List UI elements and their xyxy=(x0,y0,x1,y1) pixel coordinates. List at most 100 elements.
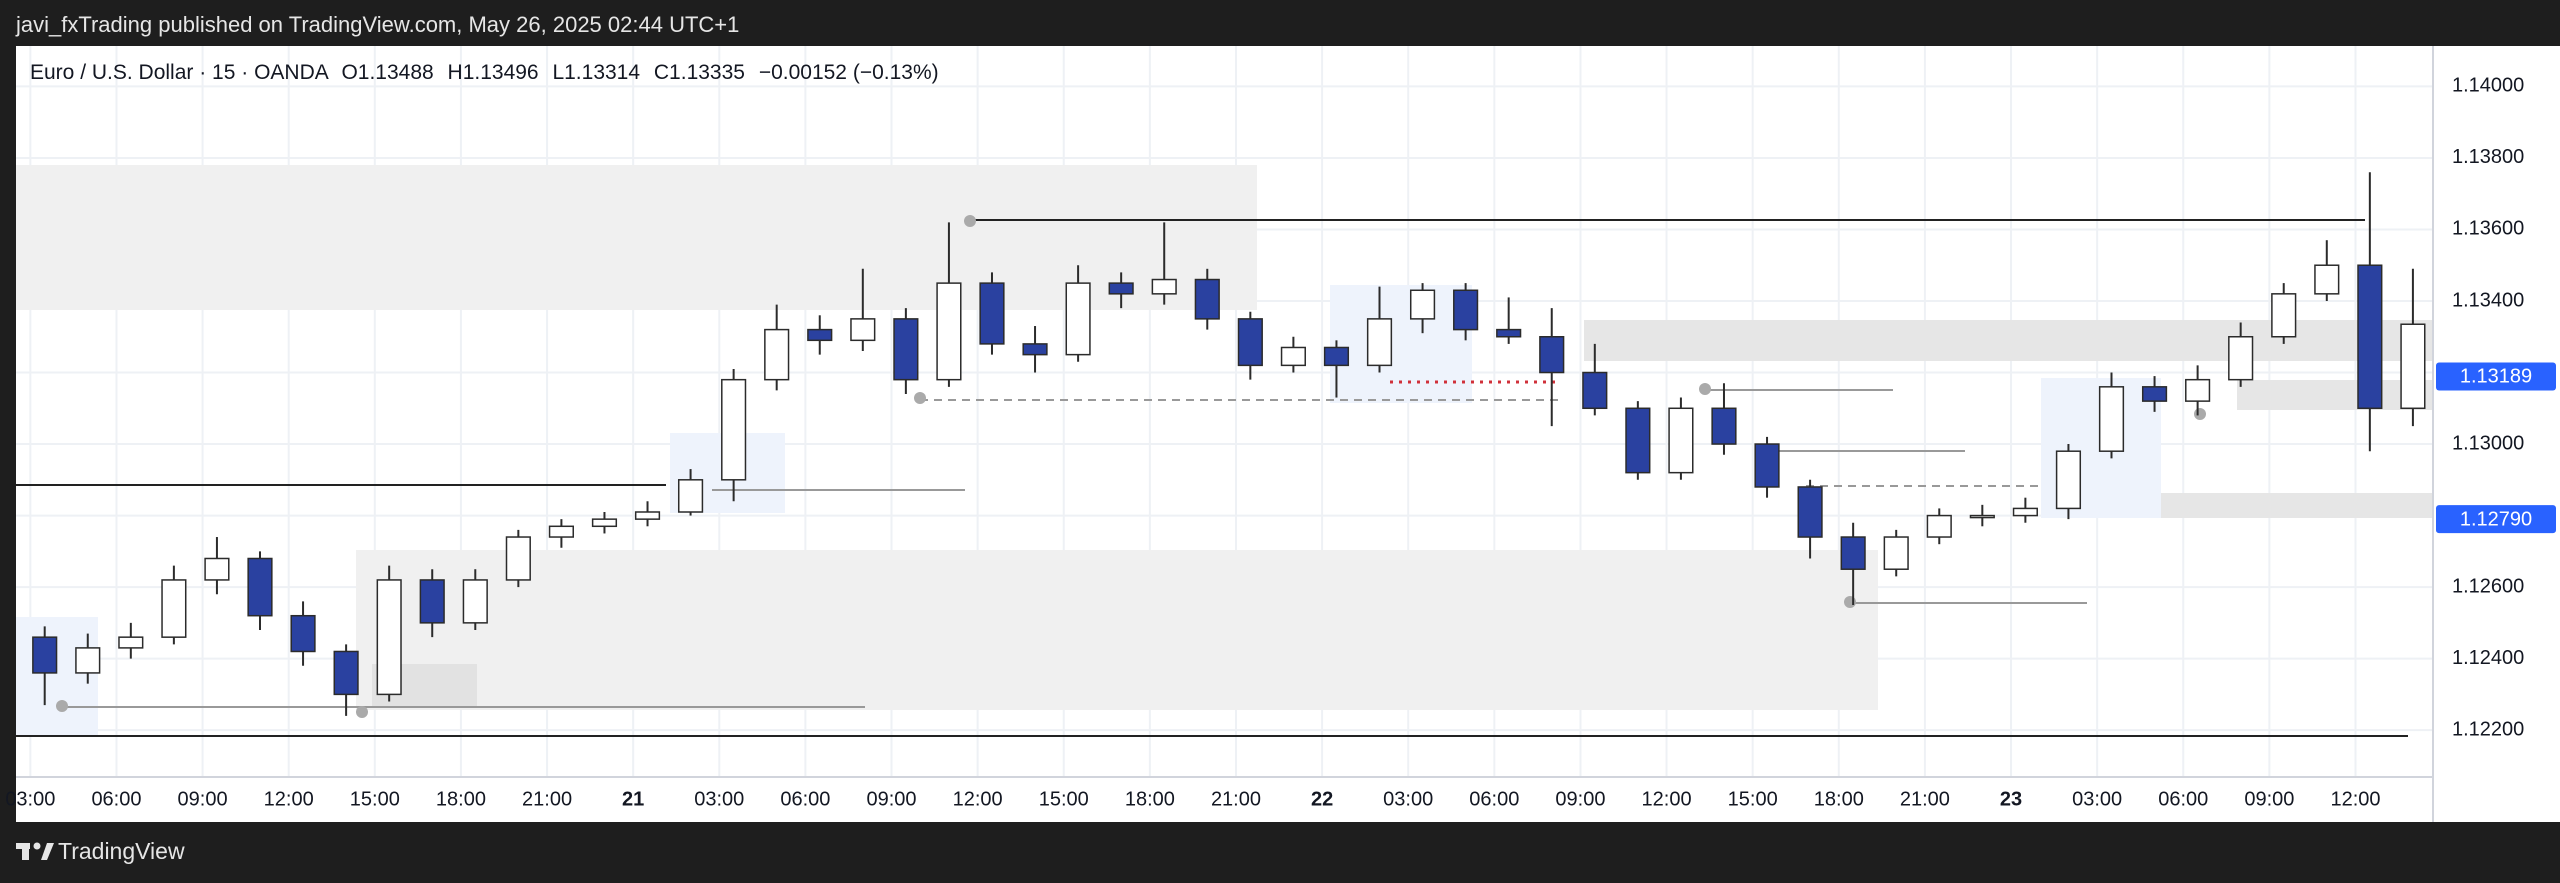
candle-body xyxy=(850,318,876,342)
x-tick-label: 09:00 xyxy=(2244,788,2294,810)
candle-body xyxy=(979,282,1005,345)
axes: 1.122001.124001.126001.128001.130001.132… xyxy=(5,75,2556,810)
candle-body xyxy=(936,282,962,381)
x-tick-label: 03:00 xyxy=(694,788,744,810)
candle-body xyxy=(1754,443,1780,488)
candle-body xyxy=(247,557,273,617)
y-tick-label: 1.13400 xyxy=(2452,289,2524,311)
candle-body xyxy=(1969,514,1995,519)
candle-body xyxy=(1539,336,1565,374)
candle-body xyxy=(807,328,833,342)
left-frame xyxy=(0,46,16,822)
pivot-dot xyxy=(964,215,976,227)
candle-body xyxy=(505,536,531,581)
price-label: 1.12790 xyxy=(2460,508,2532,530)
legend-low: L1.13314 xyxy=(552,61,640,84)
y-tick-label: 1.12600 xyxy=(2452,575,2524,597)
x-tick-label: 06:00 xyxy=(2158,788,2208,810)
x-tick-label: 09:00 xyxy=(178,788,228,810)
candle-body xyxy=(1366,318,1393,367)
candle-body xyxy=(118,636,144,649)
candle-body xyxy=(333,650,359,696)
pivot-dot xyxy=(2194,408,2206,420)
candle-body xyxy=(2141,386,2168,402)
y-tick-label: 1.13600 xyxy=(2452,218,2524,240)
candle-body xyxy=(1323,346,1350,367)
candle-body xyxy=(1840,536,1866,570)
footer-logo-icon xyxy=(16,842,54,860)
x-tick-label: 06:00 xyxy=(1469,788,1519,810)
candle-body xyxy=(1926,514,1952,538)
candle-body xyxy=(893,318,919,381)
candle-body xyxy=(32,636,58,674)
candle-body xyxy=(161,579,187,638)
x-tick-label: 06:00 xyxy=(91,788,141,810)
footer-brand: TradingView xyxy=(58,838,185,864)
candle-body xyxy=(1022,343,1048,356)
legend-change: −0.00152 (−0.13%) xyxy=(759,61,939,84)
x-tick-label: 21:00 xyxy=(1900,788,1950,810)
candle-body xyxy=(2314,264,2340,295)
publish-info: javi_fxTrading published on TradingView.… xyxy=(15,12,739,37)
candle-body xyxy=(721,378,747,481)
x-tick-label: 03:00 xyxy=(2072,788,2122,810)
x-tick-label: 15:00 xyxy=(1039,788,1089,810)
candle-body xyxy=(1453,289,1479,331)
candle-body xyxy=(591,518,618,528)
candle-body xyxy=(290,614,316,653)
legend-symbol: Euro / U.S. Dollar · 15 · OANDA xyxy=(30,61,329,84)
drawings xyxy=(16,165,2433,737)
pivot-dot xyxy=(914,392,926,404)
candle-body xyxy=(2271,293,2297,338)
x-tick-label: 15:00 xyxy=(1728,788,1778,810)
y-tick-label: 1.12200 xyxy=(2452,718,2524,740)
x-tick-label: 21:00 xyxy=(1211,788,1261,810)
x-tick-label: 06:00 xyxy=(780,788,830,810)
candle-body xyxy=(764,328,790,381)
x-tick-label: 22 xyxy=(1311,788,1333,810)
x-tick-label: 09:00 xyxy=(1555,788,1605,810)
x-tick-label: 15:00 xyxy=(350,788,400,810)
zone xyxy=(356,550,1878,710)
candle-body xyxy=(1496,328,1522,338)
logo-part xyxy=(22,843,29,860)
top-bar xyxy=(0,0,2560,46)
price-label-badge xyxy=(2436,362,2556,391)
y-tick-label: 1.13800 xyxy=(2452,146,2524,168)
x-tick-label: 18:00 xyxy=(1125,788,1175,810)
x-tick-label: 09:00 xyxy=(866,788,916,810)
x-tick-label: 12:00 xyxy=(1642,788,1692,810)
candle-body xyxy=(2098,386,2125,452)
zone xyxy=(16,617,98,735)
candle-body xyxy=(419,579,445,624)
footer-bar xyxy=(0,822,2560,883)
candle-body xyxy=(548,525,574,538)
candle-body xyxy=(2012,507,2038,517)
candle-body xyxy=(677,479,704,513)
x-tick-label: 18:00 xyxy=(1814,788,1864,810)
x-tick-label: 03:00 xyxy=(5,788,55,810)
candle-body xyxy=(2185,378,2211,402)
y-tick-label: 1.14000 xyxy=(2452,75,2524,97)
pivot-dot xyxy=(1844,596,1856,608)
candle-body xyxy=(1151,278,1177,295)
candles xyxy=(0,172,2426,716)
candle-body xyxy=(204,557,230,581)
candle-body xyxy=(75,647,101,674)
candle-body xyxy=(2228,336,2254,381)
candle-body xyxy=(2055,450,2082,510)
candle-body xyxy=(1237,318,1263,367)
pivot-dot xyxy=(356,706,368,718)
logo-part xyxy=(41,843,54,860)
candle-body xyxy=(1668,407,1694,474)
candle-body xyxy=(1108,282,1134,295)
candle-body xyxy=(1711,407,1737,445)
pivot-dot xyxy=(56,700,68,712)
zone xyxy=(16,165,1257,310)
x-tick-label: 12:00 xyxy=(2330,788,2380,810)
candle-body xyxy=(1194,278,1220,320)
price-label: 1.13189 xyxy=(2460,366,2532,388)
legend-close: C1.13335 xyxy=(654,61,745,84)
candle-body xyxy=(1409,289,1436,320)
